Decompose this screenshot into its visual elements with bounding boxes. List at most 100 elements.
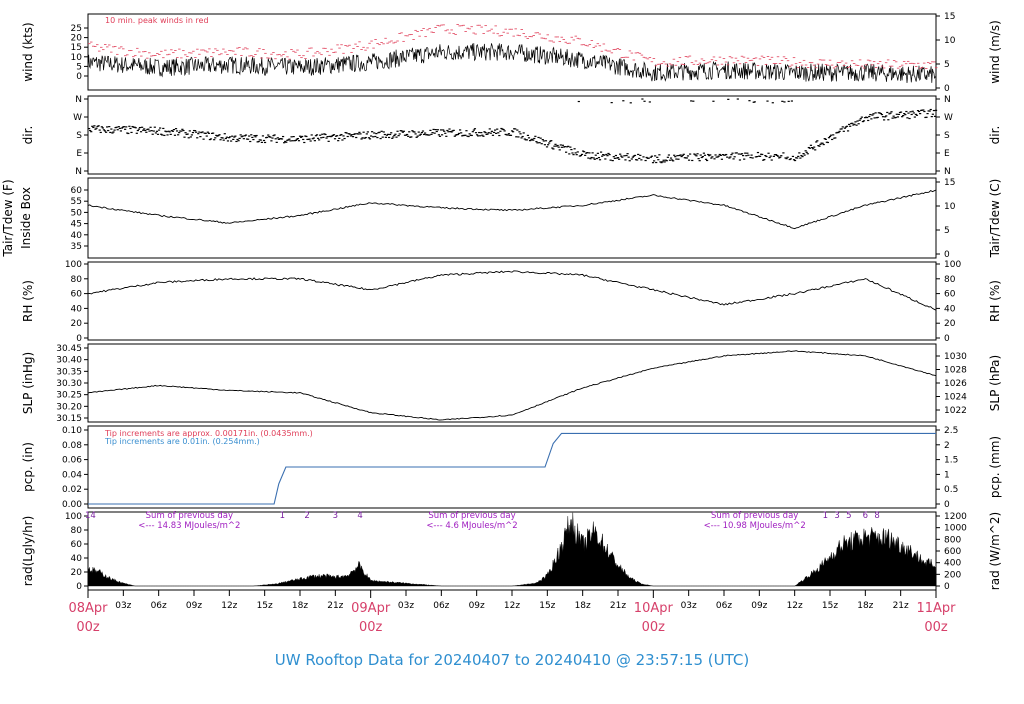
wind-ylabel: wind (kts): [21, 22, 35, 81]
pcp-ytick-right-label: 0: [944, 500, 950, 510]
rh-ytick-label: 60: [71, 290, 83, 300]
hour-tick-label: 21z: [893, 601, 909, 611]
rad-ytick-label: 80: [71, 526, 83, 536]
rad-ytick-label: 60: [71, 540, 83, 550]
temp-ylabel-outer: Tair/Tdew (F): [1, 179, 15, 257]
wind-ytick-right-label: 0: [944, 84, 950, 94]
slp-ytick-right-label: 1024: [944, 393, 967, 403]
hour-tick-label: 12z: [787, 601, 803, 611]
temp-ytick-label: 55: [71, 197, 82, 207]
temp-ytick-label: 35: [71, 242, 82, 252]
slp-ytick-right-label: 1022: [944, 406, 967, 416]
slp-right-ticks: 1022 1024 1026 1028 1030: [936, 352, 967, 416]
rad-left-ticks: 0 20 40 60 80 100: [65, 512, 88, 592]
rad-ytick-label: 40: [71, 554, 83, 564]
slp-ylabel: SLP (inHg): [21, 352, 35, 414]
hour-tick-label: 09z: [751, 601, 767, 611]
temp-ytick-label: 50: [71, 208, 83, 218]
wind-right-ticks: 0 5 10 15: [936, 12, 956, 94]
rh-ytick-right-label: 0: [944, 334, 950, 344]
rh-left-ticks: 0 20 40 60 80 100: [65, 260, 88, 344]
slp-ytick-label: 30.15: [56, 414, 82, 424]
rad-ytick-right-label: 1000: [944, 524, 967, 534]
dir-ytick-label: E: [76, 149, 82, 159]
pcp-ylabel-right: pcp. (mm): [988, 436, 1002, 498]
peak-wind-marks: [88, 24, 938, 69]
day-label: 09Apr: [351, 601, 391, 616]
wind-ytick-label: 20: [71, 34, 83, 44]
wind-ytick-label: 0: [76, 72, 82, 82]
footer-title: UW Rooftop Data for 20240407 to 20240410…: [275, 651, 749, 669]
direction-series: [88, 98, 938, 164]
hour-tick-label: 03z: [681, 601, 697, 611]
rad-tip-mark: 1: [280, 511, 285, 521]
rad-tip-mark: 5: [846, 511, 851, 521]
pcp-ytick-right-label: 0.5: [944, 485, 958, 495]
temp-ytick-label: 40: [71, 231, 83, 241]
slp-ytick-label: 30.25: [56, 391, 82, 401]
slp-ytick-label: 30.35: [56, 367, 82, 377]
temp-right-ticks: 0 5 10 15: [936, 178, 956, 260]
temp-ytick-right-label: 0: [944, 250, 950, 260]
hour-tick-label: 21z: [327, 601, 343, 611]
wind-ytick-label: 25: [71, 24, 82, 34]
pcp-ytick-right-label: 2.5: [944, 426, 958, 436]
pcp-ytick-right-label: 2: [944, 441, 950, 451]
pcp-ytick-right-label: 1: [944, 470, 950, 480]
rad-area: [87, 512, 937, 587]
tip-note-approx: Tip increments are approx. 0.00171in. (0…: [104, 429, 313, 438]
pcp-ytick-right-label: 1.5: [944, 456, 958, 466]
rad-sum-value: <--- 4.6 MJoules/m^2: [426, 521, 517, 531]
rad-ylabel: rad(Lgly/hr): [21, 516, 35, 587]
temp-line: [87, 189, 937, 230]
day-sub-label: 00z: [924, 620, 948, 635]
hour-tick-label: 15z: [257, 601, 273, 611]
hour-tick-label: 03z: [398, 601, 414, 611]
hour-tick-label: 03z: [115, 601, 131, 611]
wind-ytick-right-label: 15: [944, 12, 955, 22]
rh-ytick-label: 100: [65, 260, 82, 270]
radiation-series: [87, 512, 937, 587]
slp-ytick-right-label: 1030: [944, 352, 967, 362]
rh-ytick-label: 20: [71, 319, 83, 329]
wind-ytick-right-label: 10: [944, 36, 956, 46]
hour-tick-label: 06z: [716, 601, 732, 611]
temperature-series: [87, 189, 937, 230]
day-label: 08Apr: [68, 601, 108, 616]
radiation-sums: Sum of previous day<--- 14.83 MJoules/m^…: [138, 511, 806, 531]
rad-ytick-right-label: 800: [944, 535, 961, 545]
temp-ytick-right-label: 15: [944, 178, 955, 188]
rad-sum-value: <--- 10.98 MJoules/m^2: [704, 521, 806, 531]
rad-tip-mark: 1: [823, 511, 828, 521]
pressure-series: [87, 350, 937, 421]
dir-ytick-right-label: S: [944, 131, 950, 141]
radiation-tip-marks: 1412341356813691317: [85, 511, 880, 521]
pcp-ytick-label: 0.06: [62, 456, 82, 466]
hour-tick-label: 15z: [822, 601, 838, 611]
temp-ylabel: Inside Box: [19, 187, 33, 249]
wind-frame: [87, 13, 937, 91]
rad-sum-title: Sum of previous day: [711, 511, 798, 521]
dir-ytick-label: N: [75, 167, 82, 177]
rad-tip-mark: 4: [357, 511, 362, 521]
rad-tip-mark: 2: [304, 511, 309, 521]
hour-tick-label: 12z: [221, 601, 237, 611]
dir-ylabel-right: dir.: [988, 126, 1002, 145]
wind-ytick-label: 10: [71, 53, 83, 63]
dir-ytick-label: W: [73, 113, 82, 123]
humidity-panel: 0 20 40 60 80 100 0 20 40 60 80 100 RH (%) RH (%): [21, 260, 1002, 344]
rh-ytick-right-label: 20: [944, 319, 956, 329]
wind-series: [87, 24, 938, 84]
humidity-series: [87, 270, 937, 311]
